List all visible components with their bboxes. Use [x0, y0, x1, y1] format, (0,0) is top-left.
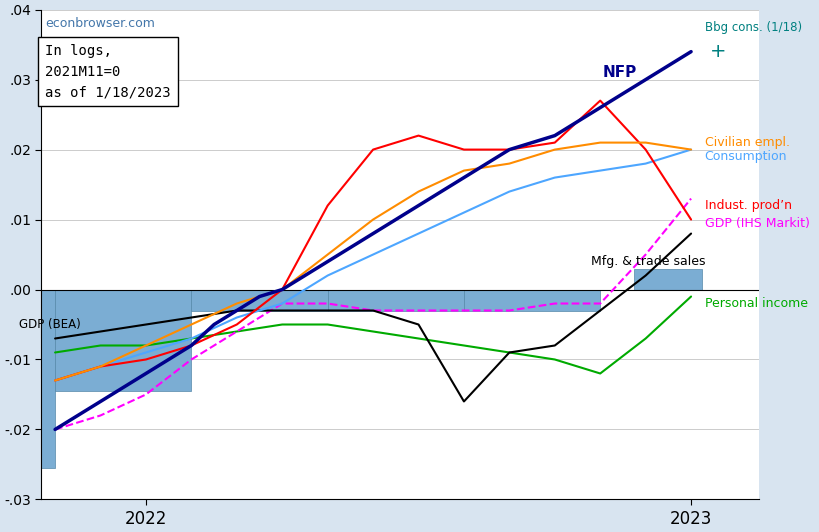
- Bar: [55, 289, 191, 391]
- Text: Mfg. & trade sales: Mfg. & trade sales: [590, 255, 705, 268]
- Bar: [634, 269, 702, 289]
- Bar: [464, 289, 600, 311]
- Text: Indust. prod’n: Indust. prod’n: [704, 199, 791, 212]
- Text: Personal income: Personal income: [704, 297, 807, 310]
- Bar: [191, 289, 328, 311]
- Text: econbrowser.com: econbrowser.com: [45, 17, 155, 30]
- Text: GDP (BEA): GDP (BEA): [19, 318, 80, 331]
- Text: Civilian empl.: Civilian empl.: [704, 136, 789, 149]
- Text: Consumption: Consumption: [704, 150, 786, 163]
- Text: Bbg cons. (1/18): Bbg cons. (1/18): [704, 21, 801, 34]
- Bar: [328, 289, 464, 311]
- Text: +: +: [709, 42, 726, 61]
- Text: NFP: NFP: [602, 65, 636, 80]
- Text: In logs,
2021M11=0
as of 1/18/2023: In logs, 2021M11=0 as of 1/18/2023: [45, 44, 170, 99]
- Text: GDP (IHS Markit): GDP (IHS Markit): [704, 217, 808, 229]
- Bar: [0, 289, 55, 468]
